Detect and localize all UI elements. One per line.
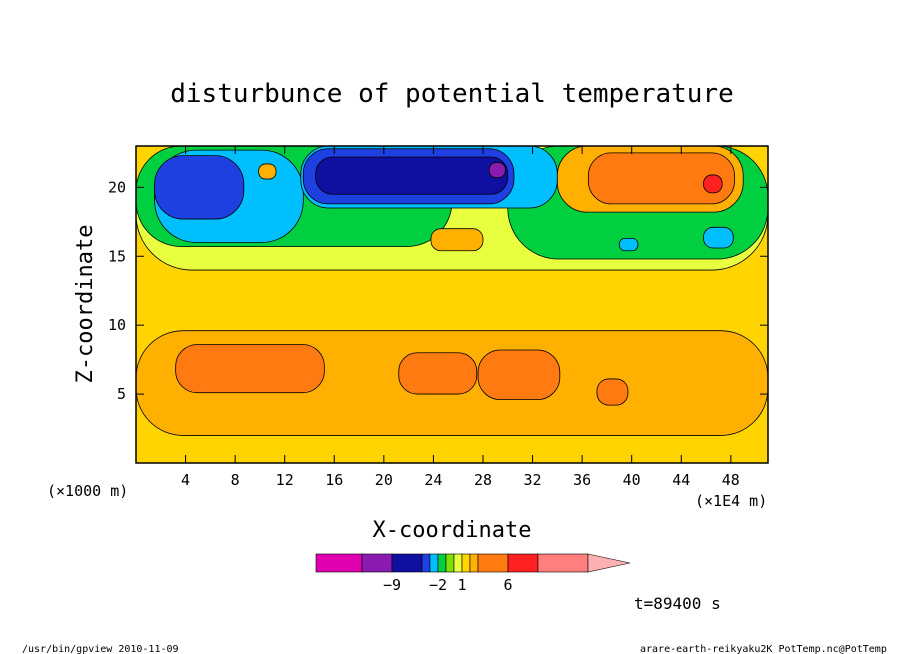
x-tick-label: 16 [325, 471, 343, 489]
y-tick-label: 15 [108, 247, 126, 265]
x-tick-label: 8 [231, 471, 240, 489]
contour-region [315, 156, 509, 195]
y-tick-label: 20 [108, 178, 126, 196]
colorbar-cell [461, 553, 471, 573]
y-tick-label: 10 [108, 316, 126, 334]
plot-frame [135, 145, 769, 464]
colorbar-cell [421, 553, 431, 573]
colorbar-label: −9 [383, 576, 401, 594]
y-tick-label: 5 [117, 385, 126, 403]
colorbar-cell [437, 553, 447, 573]
colorbar-cell [315, 553, 363, 573]
x-tick-label: 4 [181, 471, 190, 489]
colorbar-cell [537, 553, 589, 573]
colorbar-cell [469, 553, 479, 573]
time-label: t=89400 s [634, 594, 721, 613]
x-tick-label: 40 [623, 471, 641, 489]
x-axis: 4 8 12 16 20 24 28 32 36 40 44 48 [181, 146, 740, 489]
colorbar-cell [445, 553, 455, 573]
colorbar-cell [507, 553, 539, 573]
contour-region [154, 155, 245, 220]
x-tick-label: 44 [672, 471, 690, 489]
footer-left: /usr/bin/gpview 2010-11-09 [22, 644, 179, 654]
colorbar-cell [391, 553, 423, 573]
x-tick-label: 48 [722, 471, 740, 489]
colorbar: −9 −2 1 6 [315, 553, 631, 594]
contour-region [477, 349, 561, 400]
y-axis-label: Z-coordinate [73, 225, 98, 384]
colorbar-label: 6 [503, 576, 512, 594]
contour-region [703, 174, 723, 194]
colorbar-label: −2 [429, 576, 447, 594]
x-tick-label: 36 [573, 471, 591, 489]
x-tick-label: 32 [524, 471, 542, 489]
y-axis: 5 10 15 20 [108, 178, 768, 403]
chart-title: disturbunce of potential temperature [170, 79, 734, 109]
contour-region [258, 163, 277, 180]
contour-region [398, 352, 478, 395]
colorbar-extension [587, 553, 631, 573]
contour-region [618, 237, 639, 252]
colorbar-cell [429, 553, 439, 573]
contour-region [703, 226, 734, 249]
contour-region [175, 344, 325, 394]
colorbar-label: 1 [457, 576, 466, 594]
x-tick-label: 28 [474, 471, 492, 489]
x-tick-label: 20 [375, 471, 393, 489]
x-axis-label: X-coordinate [373, 518, 532, 543]
contour-region [596, 378, 629, 406]
x-tick-label: 24 [424, 471, 442, 489]
colorbar-cell [361, 553, 393, 573]
x-tick-label: 12 [276, 471, 294, 489]
colorbar-cell [477, 553, 509, 573]
contour-field [136, 146, 768, 463]
contour-region [587, 152, 735, 205]
colorbar-cell [453, 553, 463, 573]
x-unit-left: (×1000 m) [47, 482, 128, 500]
contour-region [430, 228, 484, 252]
contour-region [488, 162, 506, 179]
x-unit-right: (×1E4 m) [695, 492, 767, 510]
footer-right: arare-earth-reikyaku2K_PotTemp.nc@PotTem… [640, 644, 887, 654]
